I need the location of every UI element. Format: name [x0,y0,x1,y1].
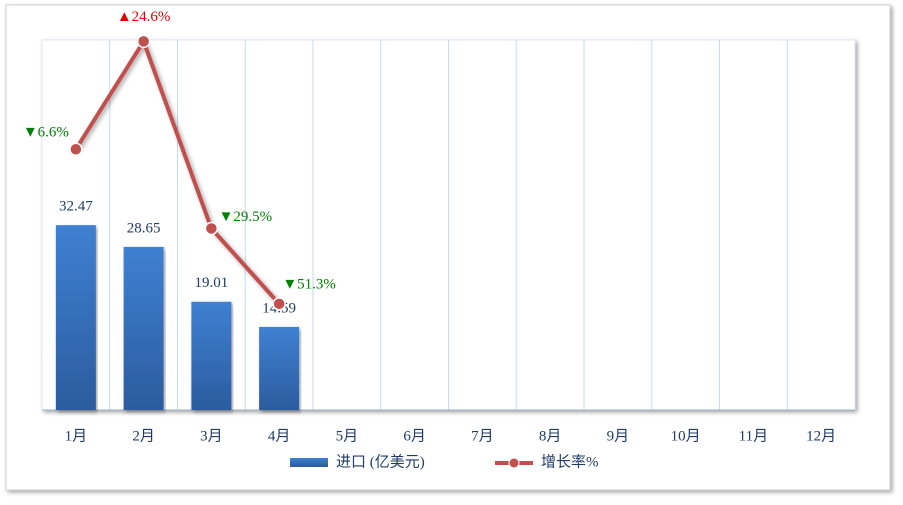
growth-marker [204,221,219,236]
growth-label: ▲24.6% [117,9,171,25]
legend-label: 进口 (亿美元) [336,453,425,470]
growth-marker [69,142,83,157]
x-tick-label: 2月 [132,428,155,444]
growth-marker [136,34,151,49]
x-tick-label: 9月 [607,428,630,444]
x-tick-label: 6月 [403,428,426,444]
growth-label: ▼29.5% [219,209,273,225]
growth-label: ▼6.6% [23,125,69,141]
x-tick-label: 8月 [539,428,562,444]
x-tick-label: 12月 [806,428,836,444]
growth-line [74,39,281,306]
x-tick-label: 1月 [65,428,88,444]
bar [55,225,96,410]
x-tick-label: 3月 [200,428,223,444]
legend-line-marker [508,457,520,469]
x-tick-label: 11月 [739,428,768,444]
bar-value-label: 28.65 [127,220,161,236]
x-tick-label: 5月 [336,428,359,444]
bar [259,326,300,410]
legend-label: 增长率% [541,453,599,470]
legend-bar-swatch [290,458,328,467]
bar-value-label: 32.47 [59,199,93,215]
bar [191,301,232,410]
bar [123,246,164,410]
x-tick-label: 10月 [671,428,701,444]
growth-label: ▼51.3% [282,276,336,292]
bar-value-label: 19.01 [195,275,229,291]
x-tick-label: 7月 [471,428,494,444]
growth-marker [272,297,286,311]
x-tick-label: 4月 [268,428,291,444]
